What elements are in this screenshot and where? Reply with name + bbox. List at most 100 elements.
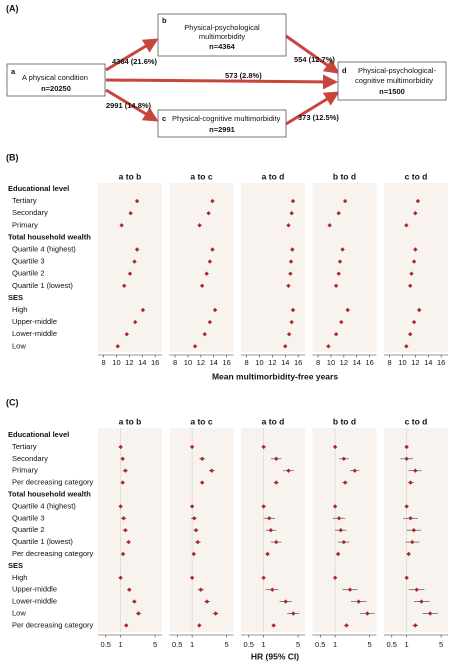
point (404, 504, 409, 509)
point (261, 575, 266, 580)
node-box (6, 63, 106, 97)
x-tick-label: 5 (368, 640, 372, 649)
node-label: cognitive multimorbidity (355, 76, 433, 85)
row-label: Primary (12, 220, 38, 229)
point (191, 551, 196, 557)
group-label: SES (8, 561, 23, 570)
point (286, 223, 291, 228)
node-n: n=2991 (209, 125, 235, 134)
node-n: n=1500 (379, 87, 405, 96)
x-tick-label: 14 (353, 358, 361, 367)
group-label: Total household wealth (8, 489, 91, 498)
point (333, 332, 339, 337)
x-tick-label: 1 (333, 640, 337, 649)
node-label: A physical condition (22, 73, 88, 82)
x-tick-label: 5 (153, 640, 157, 649)
node-label: multimorbidity (199, 32, 246, 41)
point (347, 587, 353, 592)
x-tick-label: 14 (210, 358, 218, 367)
point (406, 551, 411, 557)
x-tick-label: 8 (387, 358, 391, 367)
point (274, 456, 279, 461)
point (268, 528, 274, 533)
x-tick-label: 12 (411, 358, 419, 367)
x-tick-label: 8 (316, 358, 320, 367)
arrow (105, 38, 159, 72)
point (344, 623, 349, 628)
x-tick-label: 16 (151, 358, 159, 367)
point (127, 587, 132, 592)
point (404, 575, 409, 580)
x-axis-label: HR (95% CI) (251, 651, 299, 661)
point (332, 575, 338, 580)
point (335, 551, 341, 557)
point (409, 271, 414, 276)
x-tick-label: 8 (101, 358, 105, 367)
point (413, 247, 418, 252)
row-label: Quartile 4 (highest) (12, 501, 76, 510)
point (332, 504, 338, 509)
point (127, 271, 133, 276)
point (290, 247, 295, 252)
row-label: Primary (12, 466, 38, 475)
point (134, 198, 140, 204)
x-tick-label: 8 (244, 358, 248, 367)
point (352, 468, 357, 473)
point (210, 247, 215, 252)
point (197, 223, 202, 228)
point (290, 307, 296, 313)
x-tick-label: 12 (125, 358, 133, 367)
x-tick-label: 14 (138, 358, 146, 367)
point (204, 599, 210, 604)
point (411, 528, 417, 533)
point (123, 468, 128, 473)
point (265, 551, 270, 557)
row-label: Quartile 2 (12, 269, 45, 278)
panel-title: a to d (262, 171, 285, 181)
point (124, 623, 129, 628)
row-label: Quartile 3 (12, 257, 45, 266)
point (326, 344, 331, 349)
point (327, 223, 332, 228)
node-box (157, 109, 287, 138)
point (270, 587, 275, 592)
point (339, 319, 344, 325)
arrow (285, 91, 340, 126)
row-label: Upper-middle (12, 317, 57, 326)
point (345, 307, 350, 313)
point (192, 344, 198, 349)
point (189, 504, 195, 509)
edge-label: 2991 (14.8%) (106, 101, 152, 110)
node-label: Physical-cognitive multimorbidity (172, 114, 281, 123)
point (118, 575, 123, 580)
point (404, 223, 409, 228)
point (204, 271, 209, 276)
point (413, 468, 418, 473)
arrow (285, 34, 340, 74)
point (189, 444, 195, 450)
point (261, 504, 266, 509)
point (115, 344, 120, 349)
row-label: Quartile 1 (lowest) (12, 281, 73, 290)
point (336, 211, 341, 216)
point (337, 259, 343, 264)
panel-title: a to d (262, 416, 285, 426)
edge-label: 373 (12.5%) (298, 113, 339, 122)
arrow (105, 74, 338, 90)
point (288, 271, 293, 276)
point (417, 307, 422, 313)
point (408, 516, 413, 521)
point (413, 623, 418, 628)
point (283, 344, 288, 349)
x-tick-label: 10 (327, 358, 335, 367)
row-label: High (12, 573, 27, 582)
row-label: Tertiary (12, 196, 37, 205)
point (199, 456, 205, 461)
panel-background (241, 183, 305, 352)
point (414, 587, 419, 592)
point (210, 198, 215, 204)
x-tick-label: 5 (439, 640, 443, 649)
point (267, 516, 272, 521)
x-tick-label: 1 (262, 640, 266, 649)
